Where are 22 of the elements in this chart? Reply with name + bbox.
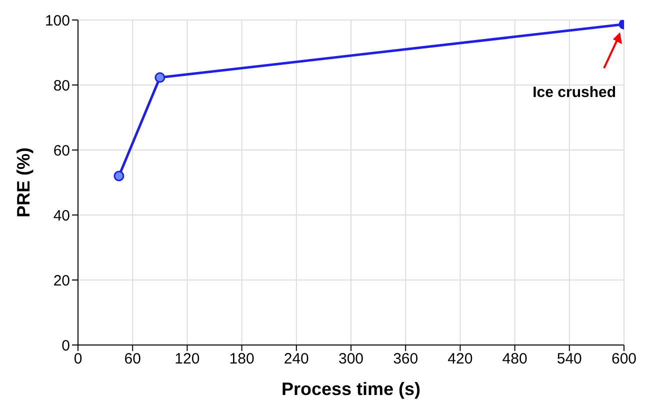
x-tick-label: 540 (556, 350, 582, 368)
y-tick-label: 60 (53, 142, 70, 160)
x-tick-label: 360 (393, 350, 418, 368)
y-tick-label: 20 (53, 272, 70, 290)
x-tick-label: 60 (124, 350, 141, 368)
x-tick-label: 420 (448, 350, 473, 368)
y-tick-label: 0 (62, 337, 70, 354)
x-tick-label: 120 (174, 350, 200, 368)
y-tick-label: 40 (53, 207, 70, 224)
x-tick-label: 600 (611, 350, 637, 368)
annotation: Ice crushed (532, 84, 616, 102)
y-axis-title: PRE (%) (13, 147, 34, 218)
x-tick-label: 180 (229, 350, 254, 368)
point (114, 170, 124, 182)
point (154, 72, 166, 83)
x-tick-label: 240 (284, 350, 309, 368)
x-tick-label: 480 (502, 350, 528, 368)
x-axis-title: Process time (s) (281, 379, 421, 399)
y-tick-label: 80 (53, 77, 70, 94)
x-tick-label: 300 (338, 350, 364, 368)
y-tick-label: 100 (44, 12, 70, 30)
x-tick-label: 0 (74, 350, 82, 368)
